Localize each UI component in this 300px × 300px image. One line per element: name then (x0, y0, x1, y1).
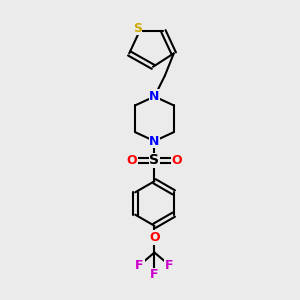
Text: O: O (171, 154, 182, 167)
Text: F: F (150, 268, 159, 281)
Text: N: N (149, 135, 160, 148)
Text: F: F (165, 259, 174, 272)
Text: S: S (133, 22, 142, 34)
Text: F: F (135, 259, 144, 272)
Text: O: O (149, 231, 160, 244)
Text: S: S (149, 153, 160, 167)
Text: N: N (149, 90, 160, 103)
Text: O: O (127, 154, 137, 167)
